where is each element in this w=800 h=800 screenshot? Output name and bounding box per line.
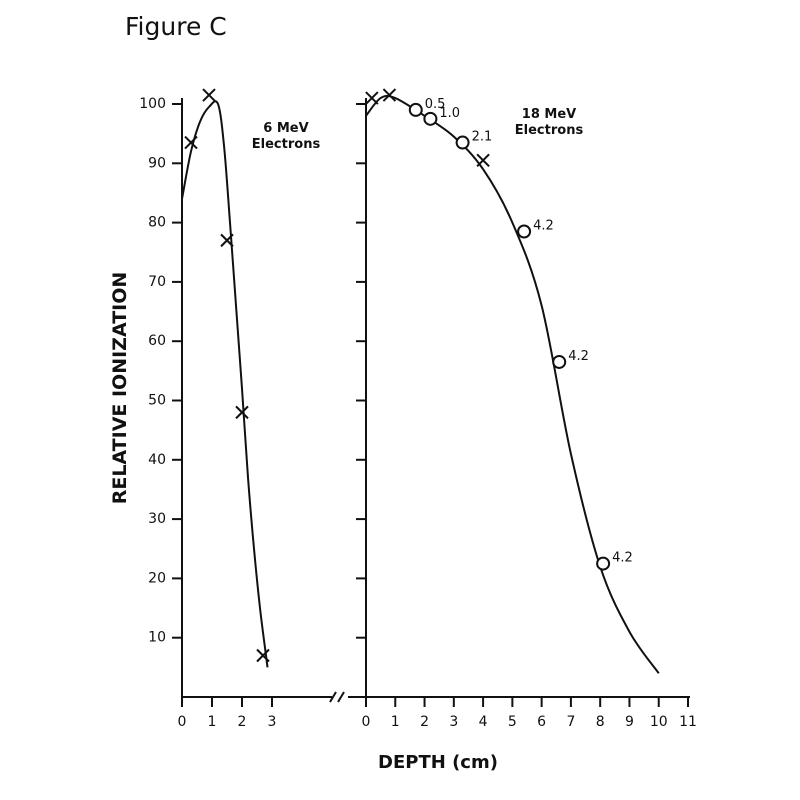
cross-stroke <box>382 88 397 102</box>
x-tick-label: 0 <box>178 714 187 730</box>
cross-stroke <box>202 88 216 102</box>
y-tick-label: 40 <box>148 452 166 468</box>
data-point-cross <box>365 91 379 105</box>
series-label-line: Electrons <box>515 123 584 138</box>
data-point-circle <box>517 224 532 239</box>
x-tick-label: 3 <box>268 714 277 730</box>
data-point-circle <box>423 111 438 126</box>
data-point-circle <box>552 354 567 369</box>
cross-stroke <box>184 135 198 150</box>
data-point-circle <box>455 135 470 150</box>
data-point-circle <box>408 102 423 117</box>
cross-stroke <box>220 233 234 248</box>
data-point-label: 4.2 <box>533 218 554 233</box>
data-point-cross <box>256 648 270 663</box>
y-tick-label: 100 <box>139 96 166 112</box>
x-tick-label: 2 <box>420 714 429 730</box>
x-tick-label: 9 <box>625 714 634 730</box>
x-axis-title: DEPTH (cm) <box>378 752 498 773</box>
y-tick-label: 60 <box>148 333 166 349</box>
series-label-18mev: 18 MeV Electrons <box>515 107 584 138</box>
y-tick-label: 30 <box>148 511 166 527</box>
figure-title: Figure C <box>125 12 227 41</box>
y-tick-label: 50 <box>148 393 166 409</box>
x-tick-label: 7 <box>566 714 575 730</box>
y-tick-label: 20 <box>148 570 166 586</box>
y-axis-title: RELATIVE IONIZATION <box>109 272 131 505</box>
data-point-label: 4.2 <box>568 349 589 364</box>
y-tick-label: 90 <box>148 155 166 171</box>
series-label-6mev: 6 MeV Electrons <box>252 121 321 152</box>
axis-break-mark <box>337 691 345 703</box>
axis-break-mark <box>329 691 337 703</box>
x-tick-label: 1 <box>391 714 400 730</box>
x-tick-label: 1 <box>208 714 217 730</box>
x-tick-label: 4 <box>479 714 488 730</box>
x-tick-label: 0 <box>362 714 371 730</box>
panel-curves <box>181 94 660 674</box>
y-tick-label: 80 <box>148 215 166 231</box>
x-tick-label: 6 <box>537 714 546 730</box>
series-label-line: 18 MeV <box>522 107 576 122</box>
data-point-circle <box>596 556 611 571</box>
x-tick-label: 3 <box>449 714 458 730</box>
data-point-cross <box>184 135 198 150</box>
cross-stroke <box>256 648 270 663</box>
data-point-label: 0.5 <box>425 97 446 112</box>
data-point-cross <box>202 88 216 102</box>
cross-stroke <box>476 153 490 168</box>
y-tick-label: 70 <box>148 274 166 290</box>
series-curve-6mev <box>181 100 269 668</box>
x-tick-label: 10 <box>650 714 668 730</box>
data-point-label: 4.2 <box>612 551 633 566</box>
series-curve-18mev <box>365 94 660 674</box>
x-tick-label: 11 <box>679 714 697 730</box>
cross-stroke <box>365 91 379 105</box>
data-point-cross <box>476 153 490 168</box>
series-label-line: Electrons <box>252 137 321 152</box>
x-tick-label: 5 <box>508 714 517 730</box>
series-label-line: 6 MeV <box>263 121 308 136</box>
data-point-label: 1.0 <box>439 106 460 121</box>
data-point-cross <box>235 405 249 420</box>
cross-stroke <box>235 405 249 420</box>
y-tick-label: 10 <box>148 630 166 646</box>
data-point-cross <box>220 233 234 248</box>
data-point-label: 2.1 <box>472 130 493 145</box>
x-tick-label: 8 <box>596 714 605 730</box>
x-tick-label: 2 <box>238 714 247 730</box>
data-point-cross <box>382 88 397 102</box>
